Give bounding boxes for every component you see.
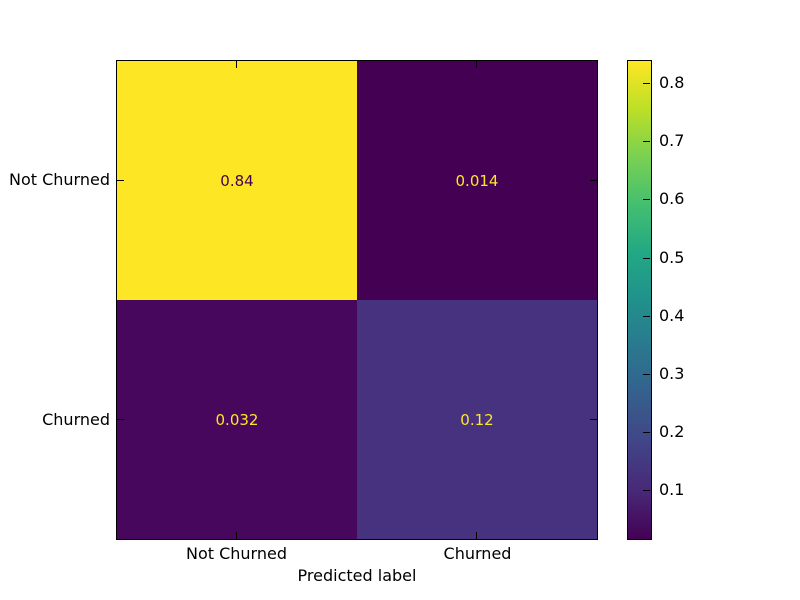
cell-value-label: 0.84 bbox=[220, 171, 254, 190]
colorbar-tick-3 bbox=[643, 257, 650, 259]
colorbar-tick-1 bbox=[643, 141, 650, 143]
y-tick-right-1 bbox=[590, 418, 597, 420]
colorbar-tick-label-5: 0.3 bbox=[659, 363, 685, 383]
colorbar-tick-5 bbox=[643, 373, 650, 375]
colorbar-tick-label-2: 0.6 bbox=[659, 189, 685, 209]
y-tick-left-1 bbox=[117, 418, 124, 420]
colorbar-tick-7 bbox=[643, 490, 650, 492]
colorbar-tick-4 bbox=[643, 315, 650, 317]
heatmap-cells: 0.84 0.014 0.032 0.12 bbox=[117, 61, 597, 539]
x-axis-label: Predicted label bbox=[297, 566, 417, 585]
x-tick-label-1: Churned bbox=[443, 544, 512, 563]
y-tick-right-0 bbox=[590, 179, 597, 181]
cell-value-label: 0.032 bbox=[215, 410, 259, 429]
heatmap-cell-r0c0: 0.84 bbox=[117, 61, 357, 300]
cell-value-label: 0.12 bbox=[460, 410, 494, 429]
x-tick-top-0 bbox=[236, 61, 237, 68]
colorbar-tick-2 bbox=[643, 199, 650, 201]
x-tick-bottom-1 bbox=[476, 532, 477, 539]
x-tick-bottom-0 bbox=[236, 532, 237, 539]
y-tick-left-0 bbox=[117, 179, 124, 181]
x-tick-label-0: Not Churned bbox=[185, 544, 287, 563]
y-tick-label-1: Churned bbox=[42, 410, 110, 429]
colorbar-tick-label-3: 0.5 bbox=[659, 247, 685, 267]
heatmap-cell-r1c0: 0.032 bbox=[117, 300, 357, 539]
colorbar-tick-label-4: 0.4 bbox=[659, 305, 685, 325]
colorbar-tick-0 bbox=[643, 83, 650, 85]
colorbar-tick-label-0: 0.8 bbox=[659, 73, 685, 93]
cell-value-label: 0.014 bbox=[455, 171, 499, 190]
colorbar-tick-6 bbox=[643, 431, 650, 433]
x-tick-top-1 bbox=[476, 61, 477, 68]
y-tick-label-0: Not Churned bbox=[8, 170, 110, 189]
heatmap-cell-r0c1: 0.014 bbox=[357, 61, 597, 300]
heatmap-cell-r1c1: 0.12 bbox=[357, 300, 597, 539]
colorbar bbox=[627, 60, 652, 540]
heatmap-axes: 0.84 0.014 0.032 0.12 bbox=[116, 60, 598, 540]
colorbar-tick-label-6: 0.2 bbox=[659, 421, 685, 441]
colorbar-tick-label-7: 0.1 bbox=[659, 480, 685, 500]
colorbar-tick-label-1: 0.7 bbox=[659, 131, 685, 151]
